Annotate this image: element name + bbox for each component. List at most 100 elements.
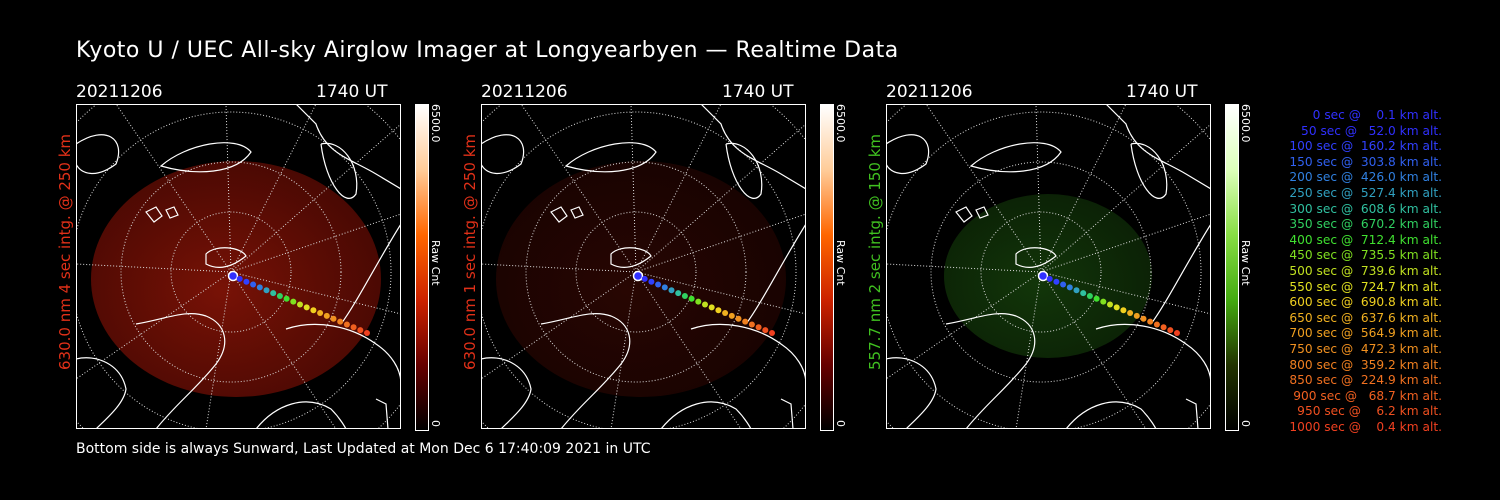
- trajectory-point: [1086, 292, 1093, 299]
- panel-1-time: 1740 UT: [316, 82, 388, 102]
- trajectory-point: [1174, 330, 1180, 336]
- legend-row: 150 sec @ 303.8 km alt.: [1285, 154, 1442, 169]
- trajectory-point: [297, 301, 303, 308]
- legend-row: 400 sec @ 712.4 km alt.: [1285, 232, 1442, 247]
- trajectory-point: [655, 281, 662, 288]
- trajectory-point: [769, 330, 775, 336]
- trajectory-point: [1147, 318, 1154, 325]
- trajectory-point: [1046, 275, 1053, 282]
- legend-row: 750 sec @ 472.3 km alt.: [1285, 341, 1442, 356]
- trajectory-point: [357, 327, 364, 334]
- trajectory-point: [250, 281, 257, 288]
- trajectory-point: [1060, 281, 1067, 288]
- legend-row: 550 sec @ 724.7 km alt.: [1285, 279, 1442, 294]
- trajectory-point: [1160, 324, 1167, 331]
- legend-row: 300 sec @ 608.6 km alt.: [1285, 201, 1442, 216]
- sky-image-panel-2: [481, 104, 806, 429]
- panel-1-date: 20211206: [76, 82, 163, 102]
- trajectory-legend: 0 sec @ 0.1 km alt. 50 sec @ 52.0 km alt…: [1262, 108, 1442, 435]
- trajectory-point: [688, 295, 695, 302]
- trajectory-point: [722, 310, 729, 317]
- trajectory-point: [1053, 278, 1060, 285]
- legend-row: 700 sec @ 564.9 km alt.: [1285, 326, 1442, 341]
- trajectory-point: [243, 278, 250, 285]
- trajectory-point: [715, 307, 722, 314]
- sky-image-1: [76, 104, 401, 429]
- trajectory-point: [317, 310, 324, 317]
- legend-row: 650 sec @ 637.6 km alt.: [1285, 310, 1442, 325]
- sky-image-3: [886, 104, 1211, 429]
- legend-row: 600 sec @ 690.8 km alt.: [1285, 295, 1442, 310]
- trajectory-point: [270, 290, 277, 297]
- legend-row: 900 sec @ 68.7 km alt.: [1289, 388, 1442, 403]
- legend-row: 800 sec @ 359.2 km alt.: [1285, 357, 1442, 372]
- colorbar-3-min: 0: [1239, 420, 1252, 427]
- trajectory-point: [702, 301, 708, 308]
- trajectory-point: [330, 315, 337, 322]
- trajectory-point: [675, 290, 682, 297]
- trajectory-point: [641, 275, 648, 282]
- colorbar-1-max: 6500.0: [429, 104, 442, 143]
- panel-3-time: 1740 UT: [1126, 82, 1198, 102]
- trajectory-point: [1037, 270, 1049, 282]
- sky-image-panel-1: [76, 104, 401, 429]
- trajectory-point: [350, 324, 357, 331]
- trajectory-point: [1073, 287, 1080, 294]
- trajectory-point: [283, 295, 290, 302]
- trajectory-point: [1140, 315, 1147, 322]
- trajectory-point: [303, 304, 310, 311]
- colorbar-3-max: 6500.0: [1239, 104, 1252, 143]
- panel-2-time: 1740 UT: [722, 82, 794, 102]
- trajectory-point: [632, 270, 644, 282]
- trajectory-point: [755, 324, 762, 331]
- legend-row: 350 sec @ 670.2 km alt.: [1285, 217, 1442, 232]
- page-title: Kyoto U / UEC All-sky Airglow Imager at …: [76, 38, 899, 63]
- trajectory-point: [762, 327, 769, 334]
- trajectory-point: [1093, 295, 1100, 302]
- legend-row: 250 sec @ 527.4 km alt.: [1285, 185, 1442, 200]
- legend-row: 850 sec @ 224.9 km alt.: [1285, 373, 1442, 388]
- panel-3-date: 20211206: [886, 82, 973, 102]
- footer-status: Bottom side is always Sunward, Last Upda…: [76, 441, 651, 457]
- trajectory-point: [1153, 321, 1160, 328]
- trajectory-point: [1113, 304, 1120, 311]
- trajectory-point: [1167, 327, 1174, 334]
- trajectory-point: [227, 270, 239, 282]
- trajectory-point: [337, 318, 344, 325]
- colorbar-2-min: 0: [834, 420, 847, 427]
- trajectory-point: [364, 330, 370, 336]
- trajectory-point: [695, 298, 702, 305]
- trajectory-point: [343, 321, 350, 328]
- colorbar-2-unit: Raw Cnt: [834, 240, 847, 286]
- legend-row: 50 sec @ 52.0 km alt.: [1293, 123, 1442, 138]
- sky-image-panel-3: [886, 104, 1211, 429]
- colorbar-1: [415, 104, 429, 431]
- trajectory-point: [290, 298, 297, 305]
- trajectory-point: [263, 287, 270, 294]
- legend-row: 100 sec @ 160.2 km alt.: [1285, 139, 1442, 154]
- colorbar-1-unit: Raw Cnt: [429, 240, 442, 286]
- colorbar-2: [820, 104, 834, 431]
- trajectory-point: [310, 307, 317, 314]
- panel-3-side-label: 557.7 nm 2 sec intg. @ 150 km: [866, 133, 884, 370]
- trajectory-point: [728, 312, 735, 319]
- trajectory-point: [735, 315, 742, 322]
- colorbar-3: [1225, 104, 1239, 431]
- trajectory-point: [1066, 284, 1073, 291]
- colorbar-3-unit: Raw Cnt: [1239, 240, 1252, 286]
- legend-row: 1000 sec @ 0.4 km alt.: [1289, 419, 1442, 434]
- trajectory-point: [1127, 310, 1134, 317]
- trajectory-point: [1107, 301, 1113, 308]
- legend-row: 0 sec @ 0.1 km alt.: [1301, 108, 1442, 122]
- panel-2-date: 20211206: [481, 82, 568, 102]
- trajectory-point: [276, 292, 283, 299]
- trajectory-point: [236, 275, 243, 282]
- trajectory-point: [742, 318, 749, 325]
- trajectory-point: [256, 284, 263, 291]
- sky-image-2: [481, 104, 806, 429]
- legend-row: 950 sec @ 6.2 km alt.: [1293, 404, 1442, 419]
- trajectory-point: [681, 292, 688, 299]
- trajectory-point: [668, 287, 675, 294]
- trajectory-point: [748, 321, 755, 328]
- trajectory-point: [661, 284, 668, 291]
